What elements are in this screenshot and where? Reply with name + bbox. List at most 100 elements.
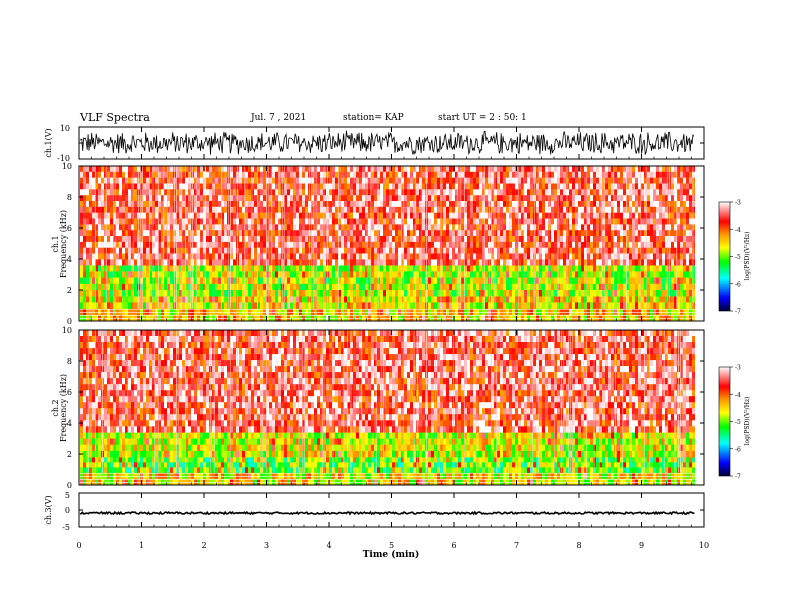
ch1-spec-cell (509, 230, 512, 237)
ch1-spec-cell (263, 201, 266, 208)
ch1-spec-cell (656, 189, 659, 196)
ch1-spec-cell (272, 183, 275, 190)
ch1-spec-cell (209, 247, 212, 254)
ch1-spec-cell (644, 271, 647, 278)
ch1-spec-cell (116, 189, 119, 196)
ch1-spec-cell (335, 265, 338, 272)
ch1-spec-cell (116, 290, 119, 297)
ch1-spec-cell (176, 247, 179, 254)
ch1-spec-cell (293, 241, 296, 248)
ch1-spec-cell (578, 247, 581, 254)
ch1-spec-cell (653, 265, 656, 272)
ch1-spec-cell (611, 201, 614, 208)
ch1-spec-cell (107, 189, 110, 196)
ch1-spec-cell (578, 195, 581, 202)
ch1-spec-cell (95, 189, 98, 196)
ch1-spec-cell (254, 218, 257, 225)
ch1-spec-cell (248, 218, 251, 225)
ch1-spec-cell (170, 314, 173, 322)
ch1-spec-cell (560, 247, 563, 254)
ch1-spec-cell (551, 218, 554, 225)
ch1-spec-cell (338, 206, 341, 213)
ch1-spec-cell (668, 308, 671, 316)
ch1-spec-cell (161, 253, 164, 260)
ch1-spec-cell (665, 308, 668, 316)
ch1-spec-cell (164, 314, 167, 322)
ch1-spec-cell (314, 308, 317, 316)
ch1-spec-cell (563, 183, 566, 190)
ch1-spec-cell (107, 271, 110, 278)
ch1-spec-cell (206, 271, 209, 278)
ch1-spec-cell (638, 265, 641, 272)
ch1-spec-cell (335, 277, 338, 285)
ch1-spec-cell (332, 166, 335, 173)
ch1-spec-cell (497, 230, 500, 237)
ch1-spec-cell (257, 283, 260, 291)
ch1-spec-cell (149, 224, 152, 231)
ch1-spec-cell (254, 265, 257, 272)
ch1-spec-cell (353, 206, 356, 213)
ch1-spec-cell (653, 166, 656, 173)
ch1-spec-cell (536, 314, 539, 322)
ch1-spec-cell (266, 189, 269, 196)
ch1-spec-cell (140, 265, 143, 272)
ch1-spec-cell (314, 283, 317, 291)
ch1-spec-cell (683, 195, 686, 202)
ch1-spec-cell (494, 201, 497, 208)
ch1-spec-cell (269, 265, 272, 272)
ch1-spec-cell (578, 265, 581, 272)
ch1-spec-cell (134, 253, 137, 260)
ch1-spec-cell (143, 290, 146, 297)
ch1-spec-cell (311, 277, 314, 285)
ch1-spec-cell (473, 247, 476, 254)
ch1-spec-cell (560, 277, 563, 285)
ch1-spec-cell (443, 183, 446, 190)
ch1-spec-cell (467, 183, 470, 190)
ch1-spec-cell (500, 230, 503, 237)
ch1-spec-cell (197, 171, 200, 178)
ch1-spec-cell (179, 171, 182, 178)
ch1-spec-cell (404, 290, 407, 297)
ch1-spec-cell (542, 241, 545, 248)
ch1-spec-cell (596, 201, 599, 208)
ch1-spec-cell (314, 314, 317, 322)
ch1-spec-cell (353, 189, 356, 196)
ch1-spec-cell (377, 212, 380, 219)
ch1-spec-cell (581, 212, 584, 219)
ch1-spec-cell (197, 224, 200, 231)
ch1-spec-cell (161, 271, 164, 278)
ch1-spec-cell (434, 189, 437, 196)
ch1-spec-cell (455, 271, 458, 278)
ch1-spec-cell (323, 277, 326, 285)
ch1-spec-cell (638, 212, 641, 219)
ch1-spec-cell (437, 183, 440, 190)
ch1-spec-cell (185, 206, 188, 213)
ch1-spec-cell (584, 195, 587, 202)
ch1-spec-cell (413, 308, 416, 316)
ch1-spec-cell (542, 308, 545, 316)
ch1-spec-cell (656, 166, 659, 173)
ch1-spec-cell (104, 253, 107, 260)
ch1-spec-cell (386, 166, 389, 173)
ch1-spec-cell (614, 183, 617, 190)
ch1-spec-cell (149, 277, 152, 285)
ch1-spec-cell (107, 212, 110, 219)
ch1-spec-cell (512, 283, 515, 291)
ch1-spec-cell (134, 314, 137, 322)
ch1-spec-cell (263, 283, 266, 291)
ch1-spec-cell (437, 195, 440, 202)
ch1-spec-cell (317, 241, 320, 248)
ch1-spec-cell (674, 308, 677, 316)
ch1-spec-cell (356, 166, 359, 173)
ch1-spec-cell (299, 290, 302, 297)
ch1-spec-cell (209, 265, 212, 272)
ch1-spec-cell (335, 166, 338, 173)
ch1-spec-cell (455, 171, 458, 178)
ch1-spec-cell (539, 290, 542, 297)
ch1-spec-cell (188, 212, 191, 219)
ch1-spec-cell (386, 236, 389, 243)
ch1-spec-cell (260, 201, 263, 208)
ch1-spec-cell (155, 189, 158, 196)
ch1-spec-cell (305, 212, 308, 219)
ch1-spec-cell (545, 271, 548, 278)
